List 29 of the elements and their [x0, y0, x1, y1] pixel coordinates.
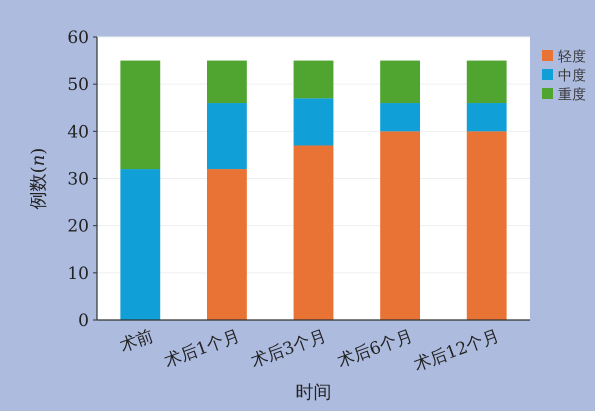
bar [120, 169, 160, 320]
y-tick-label: 20 [67, 216, 89, 237]
legend-label: 重度 [558, 87, 586, 103]
y-tick-label: 10 [67, 264, 89, 284]
legend-label: 中度 [558, 68, 586, 84]
bar [380, 103, 420, 132]
y-tick-label: 50 [67, 75, 89, 96]
x-tick-label: 术后3个月 [248, 326, 330, 372]
bar [380, 131, 420, 320]
y-tick-label: 30 [67, 170, 89, 190]
bar [294, 60, 334, 98]
bar [206, 60, 247, 104]
bar [466, 60, 507, 104]
bar [380, 60, 420, 104]
x-axis-title: 时间 [296, 382, 332, 403]
y-axis-title: 例数(n) [28, 148, 49, 210]
bar [294, 98, 334, 146]
bar [120, 60, 160, 170]
legend-label: 轻度 [558, 49, 586, 65]
x-tick-label: 术前 [117, 326, 156, 356]
y-tick-label: 60 [67, 28, 89, 48]
bar [466, 103, 507, 132]
y-tick-label: 0 [78, 311, 89, 331]
x-tick-label: 术后1个月 [162, 326, 243, 372]
bar [206, 103, 247, 170]
y-tick-label: 40 [67, 122, 89, 142]
bar [466, 131, 507, 320]
bar [294, 145, 334, 320]
bar [206, 169, 247, 320]
